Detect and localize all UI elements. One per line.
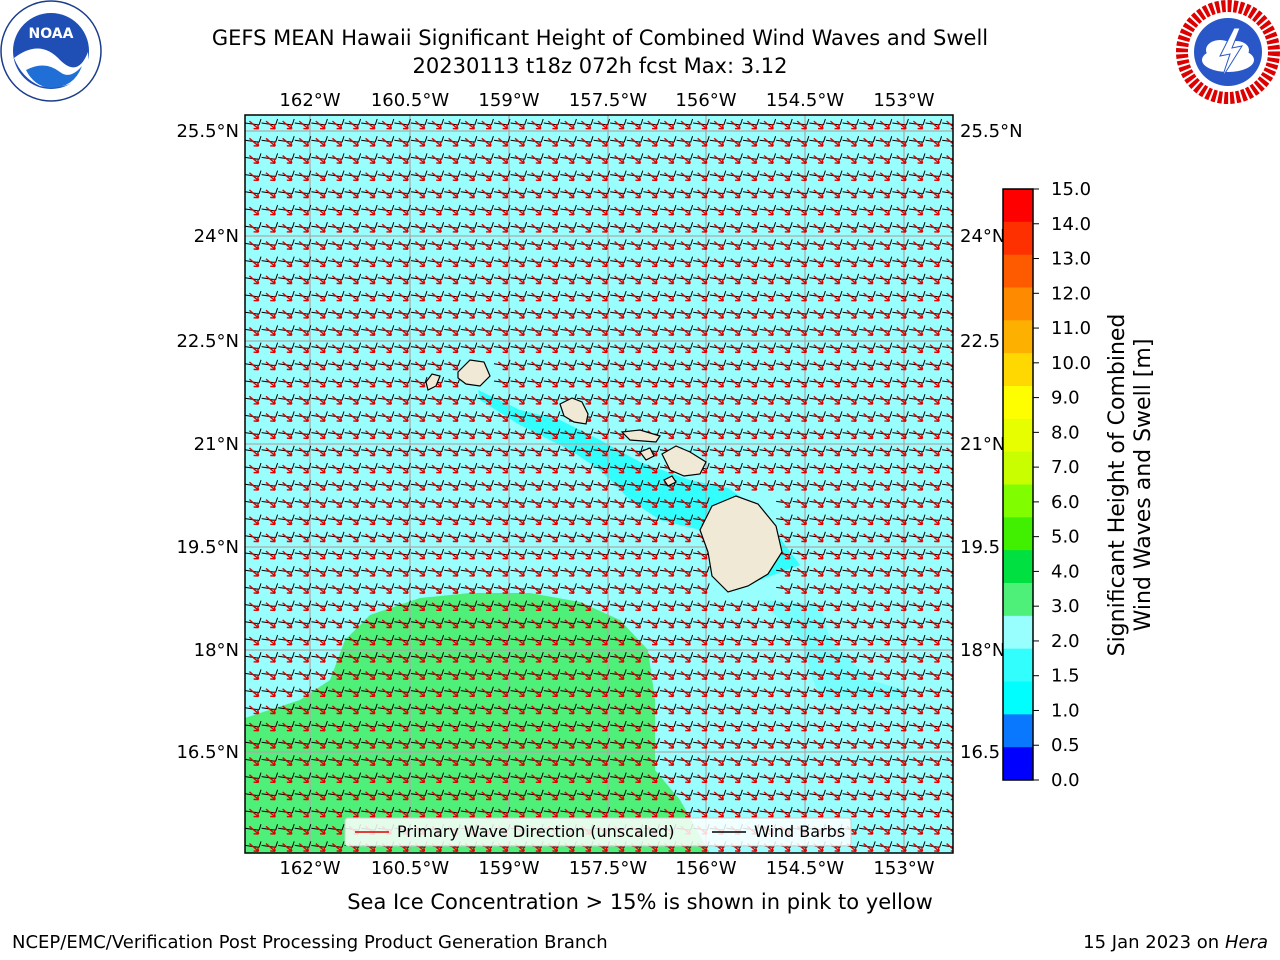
lat-label-left: 25.5°N [176,121,239,142]
map-plot-area: Primary Wave Direction (unscaled) Wind B… [245,115,953,853]
colorbar: 15.0 14.0 13.0 12.0 11.0 10.0 9.0 8.0 7.0 6.0 5.0 4… [1002,179,1091,791]
colorbar-tick-label: 12.0 [1051,283,1091,304]
colorbar-label-line2: Wind Waves and Swell [m] [1131,339,1156,632]
colorbar-tick-label: 1.0 [1051,700,1080,721]
island-kauai [457,359,491,387]
lat-label-right: 18°N [960,640,1005,661]
colorbar-band [1003,189,1033,223]
island-molokai [620,429,661,443]
lon-label-bottom: 160.5°W [371,858,450,879]
lon-label-top: 159°W [478,90,539,111]
colorbar-tick-label: 10.0 [1051,353,1091,374]
lat-label-right: 24°N [960,226,1005,247]
colorbar-band [1003,320,1033,354]
colorbar-band [1003,287,1033,321]
colorbar-tick-label: 5.0 [1051,527,1080,548]
map-frame [244,114,954,854]
colorbar-band [1003,517,1033,551]
lat-labels-left: 25.5°N 24°N 22.5°N 21°N 19.5°N 18°N 16.5°N [176,121,239,763]
footer-date: 15 Jan 2023 on Hera [1083,932,1268,953]
lon-label-top: 153°W [873,90,934,111]
colorbar-tick-label: 15.0 [1051,179,1091,200]
lon-label-top: 162°W [279,90,340,111]
island-niihau [425,373,441,391]
footer-credit: NCEP/EMC/Verification Post Processing Pr… [12,932,608,953]
island-kahoolawe [663,475,677,487]
lon-label-top: 160.5°W [371,90,450,111]
colorbar-band [1003,418,1033,453]
lat-label-right: 16.5 [960,742,1000,763]
lon-label-bottom: 162°W [279,858,340,879]
legend-primary-wave: Primary Wave Direction (unscaled) [397,822,674,841]
colorbar-tick-label: 0.0 [1051,770,1080,791]
noaa-logo-text: NOAA [29,26,74,42]
colorbar-tick-label: 1.5 [1051,666,1080,687]
chart-title: GEFS MEAN Hawaii Significant Height of C… [211,26,989,50]
colorbar-band [1003,681,1033,715]
footer-date-text: 15 Jan 2023 on [1083,932,1225,953]
lat-label-left: 22.5°N [176,331,239,352]
wave-height-3-4m-region [245,593,710,853]
colorbar-band [1003,648,1033,682]
nws-logo [1176,0,1280,104]
colorbar-band [1003,353,1033,387]
sea-ice-note: Sea Ice Concentration > 15% is shown in … [347,890,933,914]
colorbar-band [1003,451,1033,485]
island-maui [661,445,707,477]
lat-label-right: 22.5 [960,331,1000,352]
colorbar-tick-label: 9.0 [1051,388,1080,409]
island-oahu [559,397,589,425]
lon-label-top: 157.5°W [569,90,648,111]
footer-host: Hera [1224,932,1268,953]
lat-label-right: 25.5°N [960,121,1023,142]
island-hawaii [699,495,783,593]
lon-labels-top: 162°W 160.5°W 159°W 157.5°W 156°W 154.5°W 153°… [279,90,934,111]
colorbar-band [1003,254,1033,288]
lon-label-bottom: 154.5°W [766,858,845,879]
colorbar-label-line1: Significant Height of Combined [1105,314,1130,657]
noaa-logo: NOAA [0,0,102,102]
lat-label-left: 24°N [194,226,239,247]
colorbar-band [1003,550,1033,584]
lat-labels-right: 25.5°N 24°N 22.5 21°N 19.5 18°N 16.5 [960,121,1023,763]
colorbar-tick-label: 6.0 [1051,492,1080,513]
lat-label-left: 18°N [194,640,239,661]
colorbar-tick-label: 0.5 [1051,735,1080,756]
island-lanai [639,447,655,461]
lat-label-right: 21°N [960,434,1005,455]
lon-label-bottom: 156°W [675,858,736,879]
lon-label-top: 156°W [675,90,736,111]
colorbar-tick-label: 3.0 [1051,596,1080,617]
lon-label-top: 154.5°W [766,90,845,111]
lat-label-right: 19.5 [960,537,1000,558]
colorbar-tick-label: 7.0 [1051,457,1080,478]
colorbar-tick-label: 4.0 [1051,561,1080,582]
lon-label-bottom: 153°W [873,858,934,879]
hawaiian-islands [425,359,783,593]
lat-label-left: 16.5°N [176,742,239,763]
lon-label-bottom: 159°W [478,858,539,879]
lon-labels-bottom: 162°W 160.5°W 159°W 157.5°W 156°W 154.5°W 153°… [279,858,934,879]
colorbar-tick-label: 8.0 [1051,422,1080,443]
lat-label-left: 19.5°N [176,537,239,558]
colorbar-band [1003,615,1033,650]
colorbar-band [1003,747,1033,781]
map-legend: Primary Wave Direction (unscaled) Wind B… [344,817,852,847]
colorbar-band [1003,714,1033,748]
colorbar-tick-label: 13.0 [1051,249,1091,270]
colorbar-band [1003,484,1033,518]
lon-label-bottom: 157.5°W [569,858,648,879]
colorbar-tick-label: 2.0 [1051,631,1080,652]
colorbar-band [1003,386,1033,420]
colorbar-band [1003,221,1033,256]
chart-subtitle-run: 20230113 t18z 072h fcst Max: 3.12 [412,54,788,78]
colorbar-band [1003,583,1033,617]
legend-wind-barbs: Wind Barbs [754,822,845,841]
colorbar-tick-label: 14.0 [1051,214,1091,235]
colorbar-tick-label: 11.0 [1051,318,1091,339]
lat-label-left: 21°N [194,434,239,455]
map-gridlines [245,115,953,853]
